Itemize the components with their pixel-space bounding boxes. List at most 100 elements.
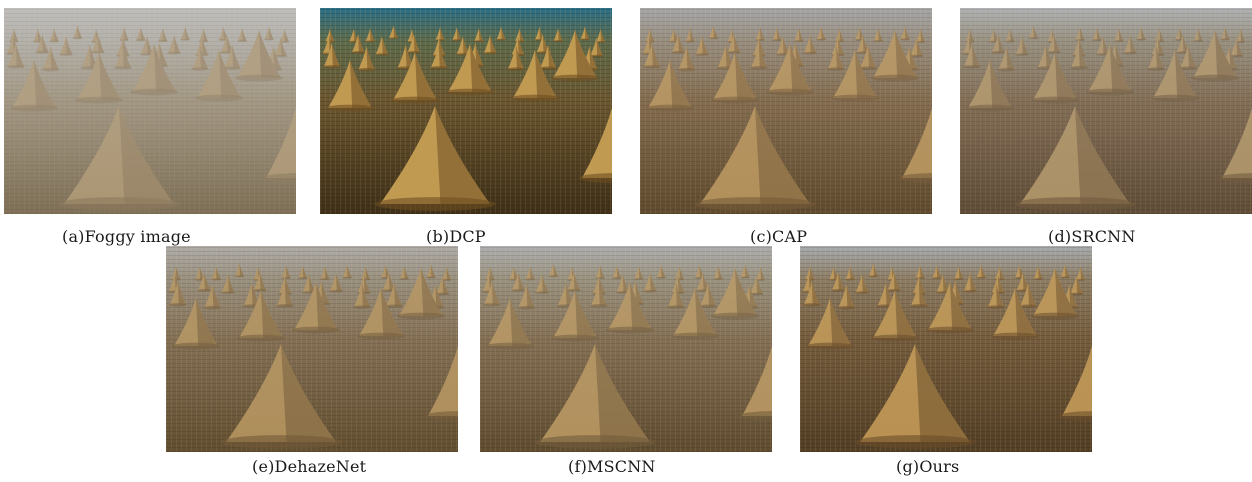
haystack — [870, 30, 920, 82]
haystack — [1091, 27, 1102, 42]
haystack — [171, 298, 221, 350]
field-scene — [962, 25, 1252, 211]
haystack — [198, 28, 209, 43]
haystack — [755, 266, 766, 281]
haystack — [435, 275, 450, 296]
haystack — [1235, 28, 1246, 43]
haystack — [739, 346, 772, 421]
haystack — [9, 60, 59, 112]
haystack — [579, 108, 612, 183]
haystack — [1028, 25, 1039, 40]
haystack — [129, 44, 179, 96]
field-scene — [168, 263, 458, 449]
haystack — [1014, 106, 1136, 211]
haystack — [548, 263, 559, 278]
haystack — [962, 43, 981, 69]
haystack — [1069, 275, 1084, 296]
field-scene — [6, 25, 296, 211]
haystack — [803, 35, 818, 55]
haystack — [953, 266, 964, 281]
haystack — [445, 44, 495, 96]
haystack — [451, 27, 462, 42]
haystack — [1123, 35, 1138, 55]
haystack — [517, 284, 536, 310]
haystack — [234, 30, 284, 82]
haystack — [976, 264, 987, 279]
haystack — [35, 34, 50, 54]
haystack — [595, 28, 606, 43]
haystack — [342, 264, 353, 279]
haystack — [642, 43, 661, 69]
haystack — [425, 346, 458, 421]
haystack — [965, 60, 1015, 112]
haystack — [1005, 28, 1016, 43]
haystack — [357, 46, 376, 72]
haystack — [119, 27, 130, 42]
haystack — [482, 281, 501, 307]
haystack — [264, 26, 274, 41]
haystack — [749, 44, 768, 70]
haystack — [539, 44, 558, 70]
haystack — [429, 44, 448, 70]
haystack — [855, 274, 869, 294]
haystack — [589, 282, 608, 308]
haystack — [252, 272, 267, 292]
haystack — [203, 284, 222, 310]
haystack — [496, 26, 507, 41]
caption-d: (d)SRCNN — [1048, 227, 1136, 246]
haystack — [670, 288, 720, 340]
haystack — [297, 265, 308, 280]
haystack — [708, 25, 719, 40]
haystack — [167, 35, 182, 55]
field-scene — [322, 25, 612, 211]
haystack — [566, 272, 581, 292]
haystack — [221, 274, 235, 294]
haystack — [931, 265, 942, 280]
haystack — [837, 284, 856, 310]
haystack — [319, 266, 330, 281]
haystack — [1015, 36, 1029, 56]
haystack — [223, 44, 242, 70]
haystack — [390, 52, 440, 104]
haystack — [740, 264, 750, 279]
haystack — [197, 272, 212, 292]
haystack — [396, 268, 446, 320]
haystack — [830, 50, 880, 102]
haystack — [90, 34, 105, 54]
haystack — [441, 266, 452, 281]
haystack — [710, 52, 760, 104]
haystack — [360, 266, 371, 281]
haystack — [645, 60, 695, 112]
haystack — [511, 272, 526, 292]
haystack — [1069, 44, 1088, 70]
haystack — [643, 273, 658, 293]
haystack — [388, 25, 399, 40]
haystack — [987, 283, 1005, 309]
haystack — [695, 36, 709, 56]
haystack — [58, 106, 180, 211]
caption-f: (f)MSCNN — [568, 457, 656, 476]
haystack — [900, 26, 910, 41]
image-dehazenet — [166, 246, 458, 452]
haystack — [656, 264, 667, 279]
haystack — [1030, 268, 1080, 320]
haystack — [1046, 34, 1061, 54]
caption-e: (e)DehazeNet — [252, 457, 367, 476]
haystack — [915, 28, 926, 43]
haystack — [963, 273, 978, 293]
haystack — [1229, 37, 1244, 58]
caption-g: (g)Ours — [896, 457, 960, 476]
haystack — [74, 52, 124, 104]
caption-b: (b)DCP — [426, 227, 486, 246]
haystack — [1154, 28, 1165, 43]
haystack — [49, 28, 60, 43]
haystack — [1033, 265, 1044, 280]
haystack — [534, 344, 656, 449]
haystack — [899, 108, 932, 183]
haystack — [765, 44, 815, 96]
haystack — [1220, 26, 1230, 41]
haystack — [385, 282, 404, 308]
haystack — [59, 36, 73, 56]
haystack — [925, 282, 975, 334]
haystack — [699, 282, 718, 308]
